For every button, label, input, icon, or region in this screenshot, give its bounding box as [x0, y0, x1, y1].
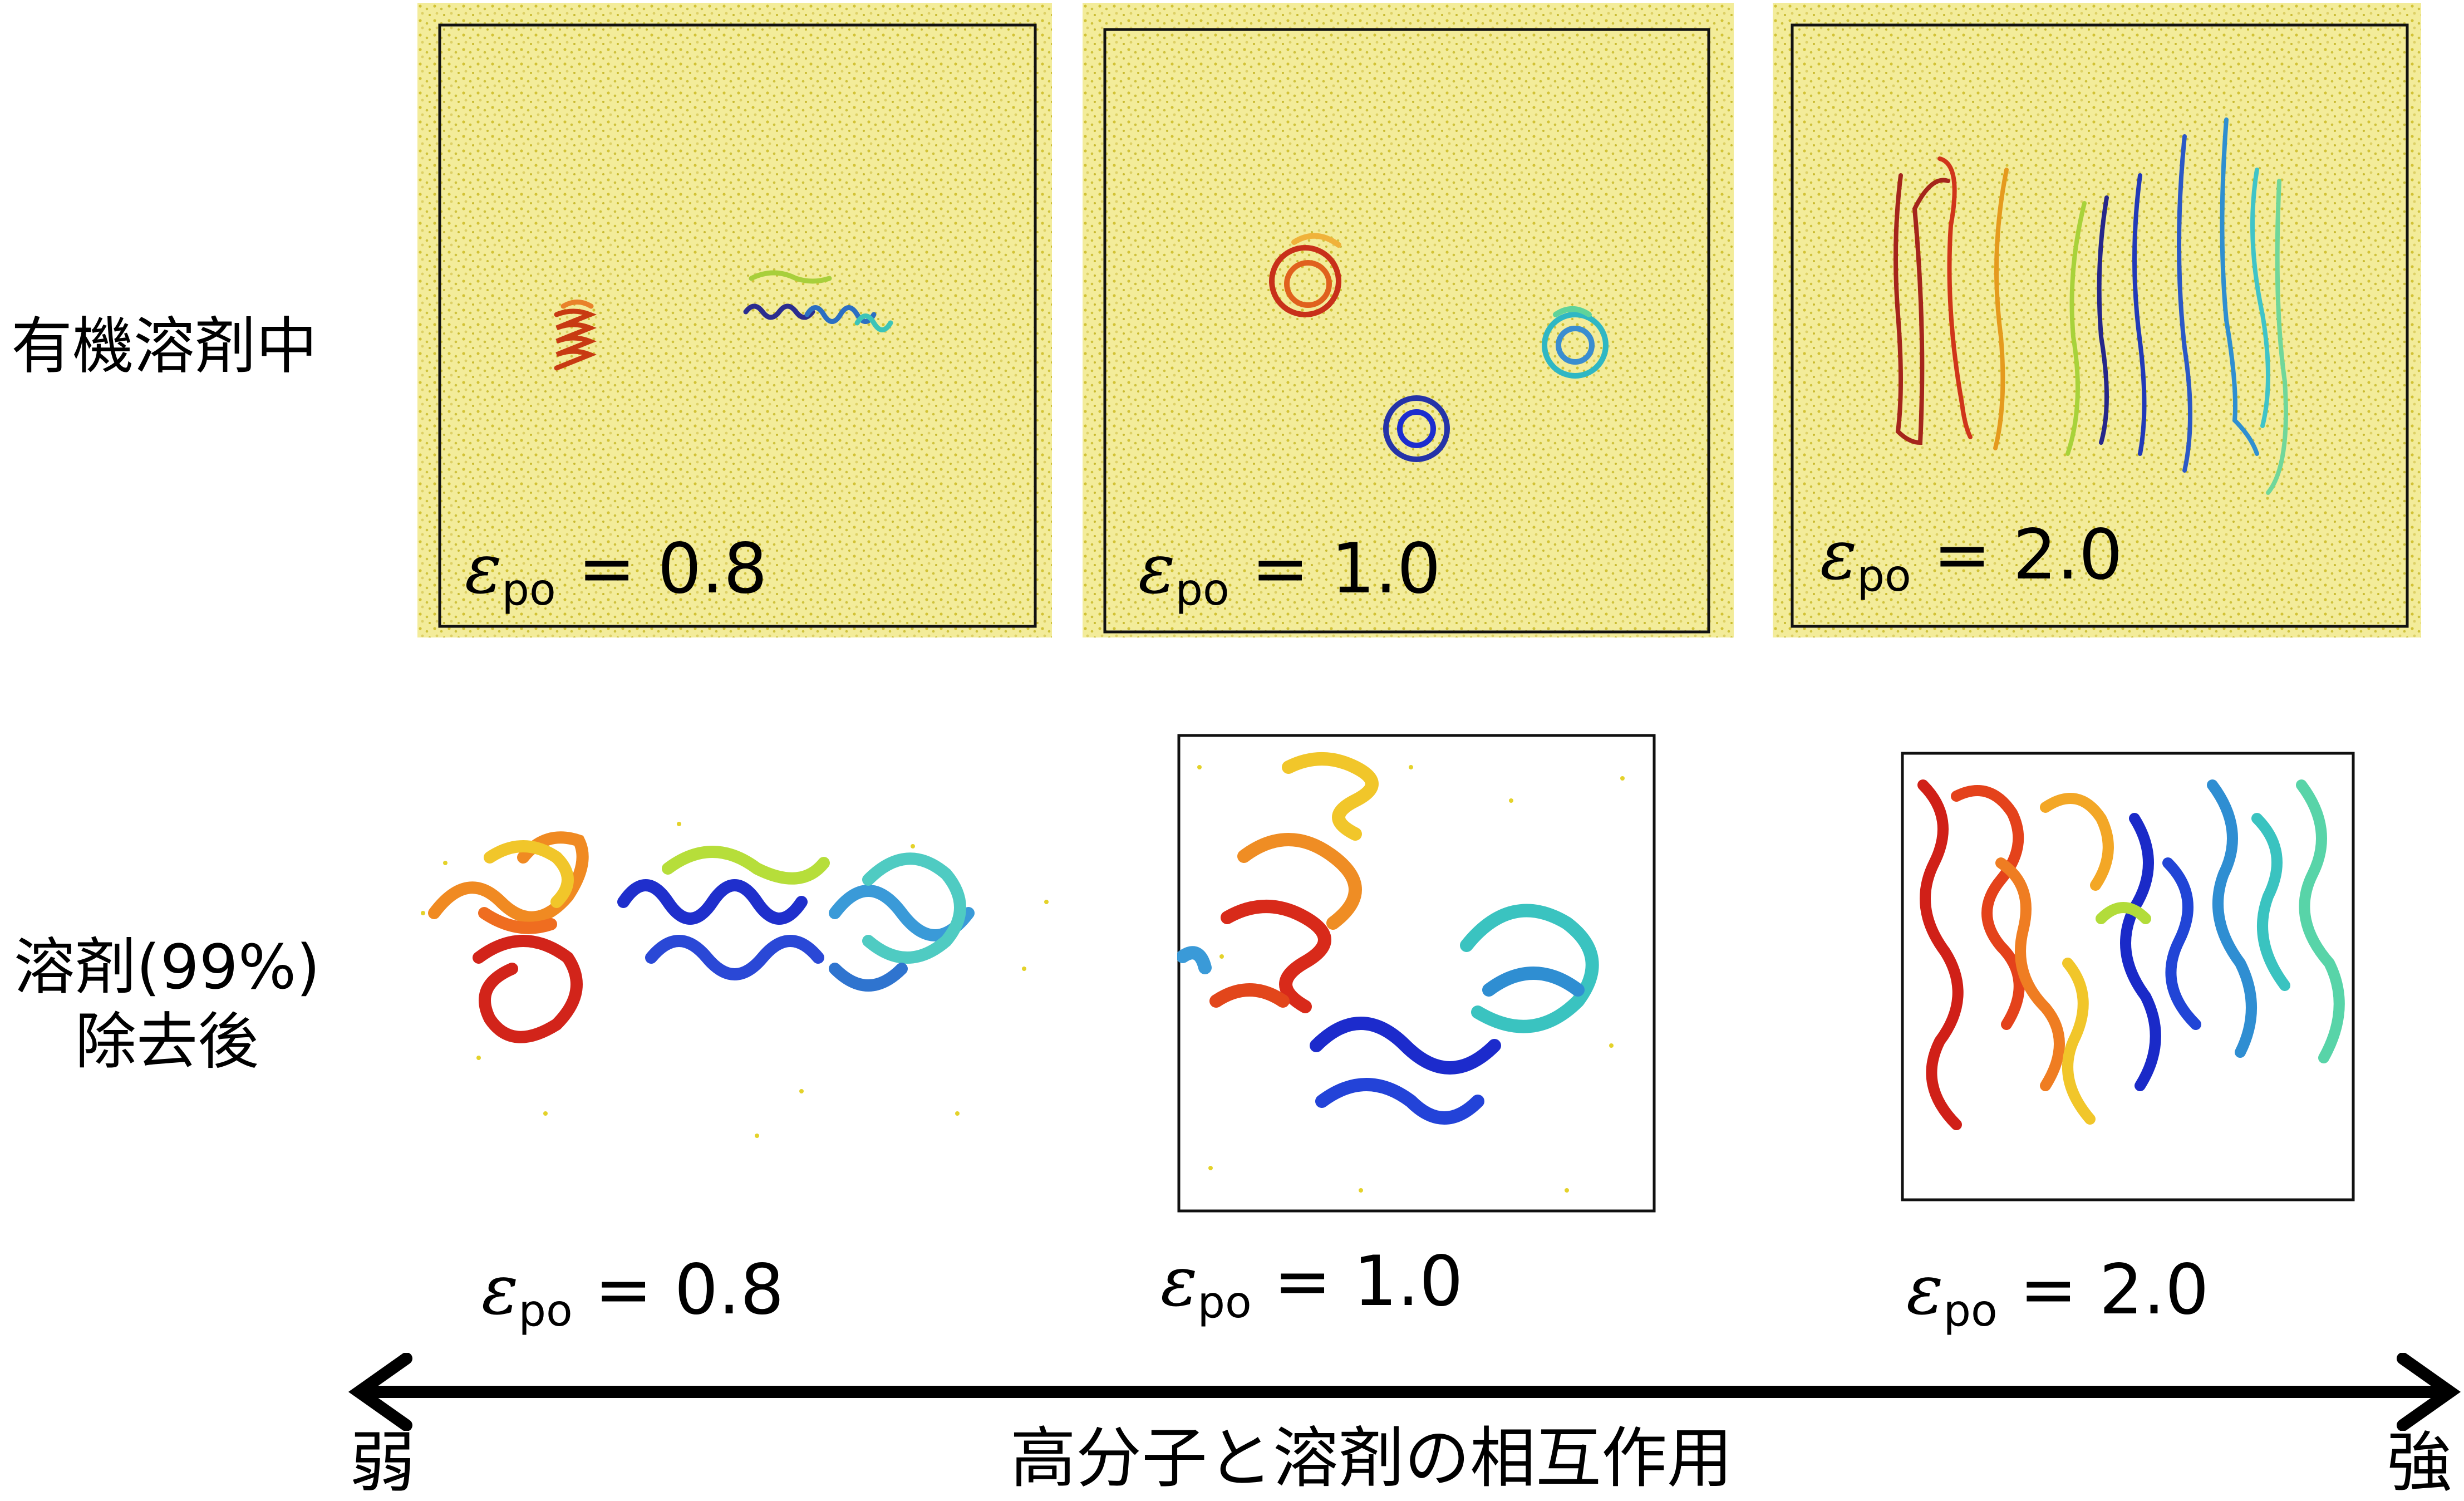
epsilon-symbol: ε: [481, 1250, 519, 1330]
epsilon-value: = 1.0: [1229, 529, 1441, 609]
axis-label-center: 高分子と溶剤の相互作用: [1010, 1420, 1733, 1497]
epsilon-subscript: po: [1943, 1286, 1998, 1336]
epsilon-subscript: po: [518, 1286, 573, 1336]
snapshot-dried-0-8: [421, 822, 1049, 1138]
epsilon-subscript: po: [1857, 551, 1911, 601]
epsilon-value: = 2.0: [1997, 1250, 2209, 1330]
top-epsilon-label-1: εpo = 0.8: [465, 534, 768, 612]
epsilon-value: = 1.0: [1251, 1242, 1463, 1322]
bottom-panel-1-0: [1177, 734, 1656, 1213]
axis-label-weak: 弱: [350, 1424, 416, 1501]
epsilon-symbol: ε: [465, 529, 502, 609]
epsilon-subscript: po: [1197, 1278, 1252, 1328]
snapshot-solvent-0-8: [417, 3, 1052, 637]
epsilon-symbol: ε: [1160, 1242, 1198, 1322]
epsilon-subscript: po: [501, 565, 556, 615]
top-epsilon-label-3: εpo = 2.0: [1820, 521, 2123, 598]
row-label-after-removal-line1: 溶剤(99%): [13, 931, 321, 1003]
epsilon-subscript: po: [1175, 565, 1229, 615]
epsilon-symbol: ε: [1820, 515, 1857, 595]
top-panel-2-0: [1773, 3, 2421, 637]
epsilon-value: = 0.8: [555, 529, 768, 609]
row-label-after-removal: 溶剤(99%) 除去後: [0, 930, 334, 1079]
top-epsilon-label-2: εpo = 1.0: [1138, 534, 1441, 612]
bottom-epsilon-label-1: εpo = 0.8: [481, 1255, 784, 1333]
row-label-in-solvent: 有機溶剤中: [11, 311, 317, 382]
bottom-epsilon-label-2: εpo = 1.0: [1160, 1247, 1463, 1325]
snapshot-solvent-1-0: [1083, 3, 1734, 637]
top-panel-1-0: [1083, 3, 1734, 637]
epsilon-symbol: ε: [1138, 529, 1176, 609]
bottom-panel-0-8: [412, 802, 1063, 1158]
interaction-arrow: [348, 1353, 2461, 1431]
bottom-panel-2-0: [1901, 752, 2355, 1201]
epsilon-value: = 2.0: [1911, 515, 2123, 595]
axis-label-strong: 強: [2387, 1424, 2453, 1501]
bottom-epsilon-label-3: εpo = 2.0: [1906, 1255, 2209, 1333]
epsilon-value: = 0.8: [572, 1250, 784, 1330]
snapshot-solvent-2-0: [1773, 3, 2421, 637]
top-panel-0-8: [417, 3, 1052, 637]
snapshot-dried-1-0: [1177, 734, 1656, 1213]
row-label-after-removal-line2: 除去後: [75, 1006, 259, 1078]
epsilon-symbol: ε: [1906, 1250, 1944, 1330]
snapshot-dried-2-0: [1901, 752, 2355, 1201]
